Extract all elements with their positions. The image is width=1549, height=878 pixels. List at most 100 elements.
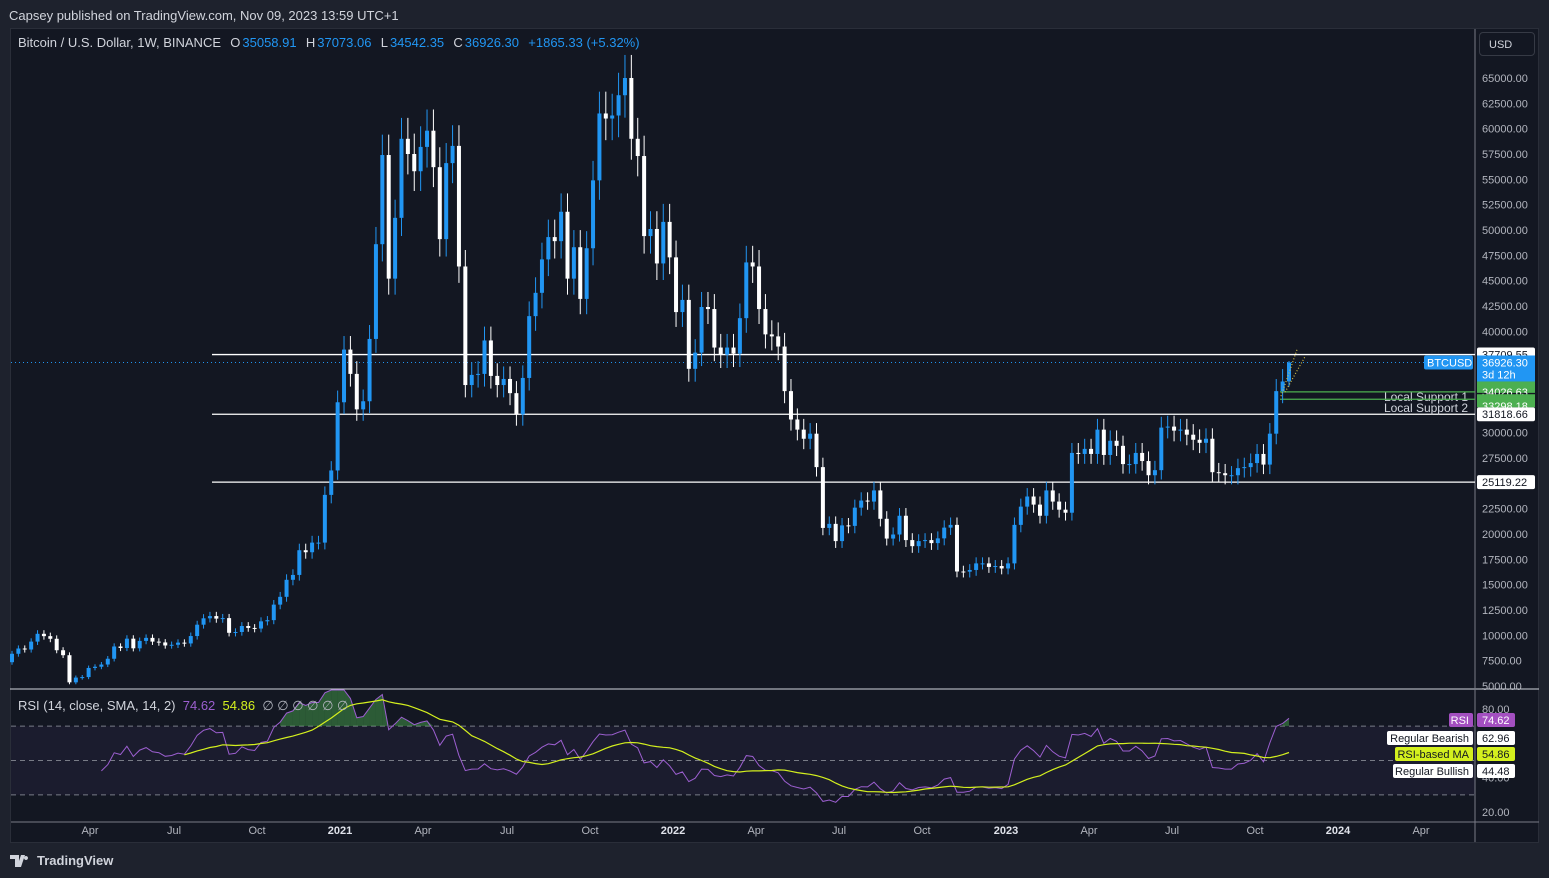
- rsi-setting-icon[interactable]: ∅: [262, 698, 278, 713]
- candle-up: [469, 374, 474, 386]
- time-tick: Jul: [167, 825, 181, 837]
- candle-up: [1274, 391, 1279, 434]
- candle-down: [252, 627, 257, 629]
- price-tick: 60000.00: [1482, 124, 1528, 136]
- time-tick: 2023: [994, 825, 1018, 837]
- rsi-value-tag: [1477, 764, 1515, 778]
- rsi-badge: [1449, 713, 1473, 727]
- rsi-overbought-fill: [375, 694, 383, 727]
- candle-down: [731, 347, 736, 354]
- countdown-label: 3d 12h: [1482, 369, 1516, 381]
- candle-up: [571, 247, 576, 279]
- candle-up: [195, 624, 200, 637]
- rsi-value: 74.62: [182, 698, 216, 713]
- candle-down: [865, 500, 870, 502]
- candle-down: [795, 419, 800, 430]
- candle-up: [418, 146, 423, 172]
- rsi-value-tag: [1477, 731, 1515, 745]
- candle-up: [278, 596, 283, 605]
- candle-down: [246, 626, 251, 628]
- candle-down: [1140, 452, 1145, 462]
- currency-button[interactable]: USD: [1479, 32, 1535, 56]
- candle-up: [1127, 464, 1132, 466]
- candle-up: [1012, 524, 1017, 564]
- projection-line: [1280, 349, 1298, 397]
- candle-down: [757, 266, 762, 310]
- candle-up: [393, 217, 398, 279]
- rsi-overbought-fill: [356, 716, 364, 727]
- candle-up: [527, 316, 532, 378]
- candle-down: [769, 334, 774, 337]
- support-name: Local Support 1: [1384, 390, 1468, 404]
- candle-down: [131, 638, 136, 649]
- price-tick: 52500.00: [1482, 200, 1528, 212]
- candle-up: [425, 130, 430, 147]
- rsi-legend[interactable]: RSI (14, close, SMA, 14, 2) 74.62 54.86 …: [18, 698, 348, 714]
- candle-up: [827, 523, 832, 528]
- candle-up: [923, 540, 928, 542]
- candle-up: [176, 642, 181, 645]
- support-name: Local Support 2: [1384, 401, 1468, 415]
- rsi-setting-icon[interactable]: ∅: [337, 698, 349, 713]
- candle-up: [29, 641, 34, 650]
- symbol-legend: Bitcoin / U.S. Dollar, 1W, BINANCE O 3505…: [18, 35, 642, 50]
- rsi-setting-icon[interactable]: ∅: [322, 698, 337, 713]
- candle-down: [629, 78, 634, 139]
- candle-up: [310, 542, 315, 553]
- candle-down: [431, 130, 436, 168]
- candle-up: [1287, 362, 1291, 382]
- tradingview-logo-icon: [10, 854, 29, 867]
- candle-down: [712, 309, 717, 348]
- price-tick: 20000.00: [1482, 529, 1528, 541]
- candle-up: [105, 658, 110, 665]
- candle-up: [1267, 433, 1272, 465]
- open-label: O: [230, 35, 241, 50]
- rsi-setting-icon[interactable]: ∅: [292, 698, 308, 713]
- current-price-label: 36926.30: [1482, 357, 1528, 369]
- rsi-value-label: 62.96: [1482, 733, 1510, 745]
- candle-down: [763, 309, 768, 335]
- tradingview-brand[interactable]: TradingView: [10, 853, 113, 868]
- candle-up: [648, 228, 653, 237]
- candle-up: [188, 636, 193, 644]
- support-price-label: 33298.18: [1482, 401, 1528, 413]
- candle-down: [1120, 445, 1125, 465]
- low-value: 34542.35: [389, 35, 445, 50]
- price-tick: 30000.00: [1482, 428, 1528, 440]
- price-tick: 42500.00: [1482, 301, 1528, 313]
- rsi-ma-line: [184, 699, 1290, 794]
- candle-down: [463, 266, 468, 386]
- candle-down: [1172, 426, 1177, 431]
- candle-down: [705, 307, 710, 310]
- chart-frame[interactable]: [10, 28, 1539, 843]
- candle-up: [1095, 429, 1100, 454]
- candle-up: [1255, 453, 1260, 464]
- price-tick: 47500.00: [1482, 250, 1528, 262]
- candle-down: [54, 638, 59, 651]
- candle-up: [546, 237, 551, 260]
- candle-down: [788, 391, 793, 420]
- candle-up: [220, 618, 225, 620]
- candle-down: [61, 650, 66, 656]
- rsi-setting-icon[interactable]: ∅: [277, 698, 293, 713]
- candle-up: [1082, 448, 1087, 454]
- candle-down: [552, 237, 557, 242]
- candle-down: [1101, 429, 1106, 455]
- price-tick: 57500.00: [1482, 149, 1528, 161]
- rsi-value-label: 54.86: [1482, 749, 1510, 761]
- candle-down: [437, 167, 442, 240]
- rsi-setting-icon[interactable]: ∅: [307, 698, 323, 713]
- candle-up: [482, 340, 487, 374]
- time-tick: Oct: [1246, 825, 1263, 837]
- candle-up: [891, 534, 896, 539]
- candle-down: [1089, 448, 1094, 454]
- price-level-label: 25119.22: [1482, 477, 1527, 489]
- candle-down: [565, 211, 570, 279]
- candle-down: [150, 637, 155, 642]
- candle-down: [48, 636, 53, 639]
- price-tick: 65000.00: [1482, 73, 1528, 85]
- change-value: +1865.33 (+5.32%): [528, 35, 640, 50]
- candle-up: [144, 637, 149, 641]
- rsi-ma-value: 54.86: [222, 698, 256, 713]
